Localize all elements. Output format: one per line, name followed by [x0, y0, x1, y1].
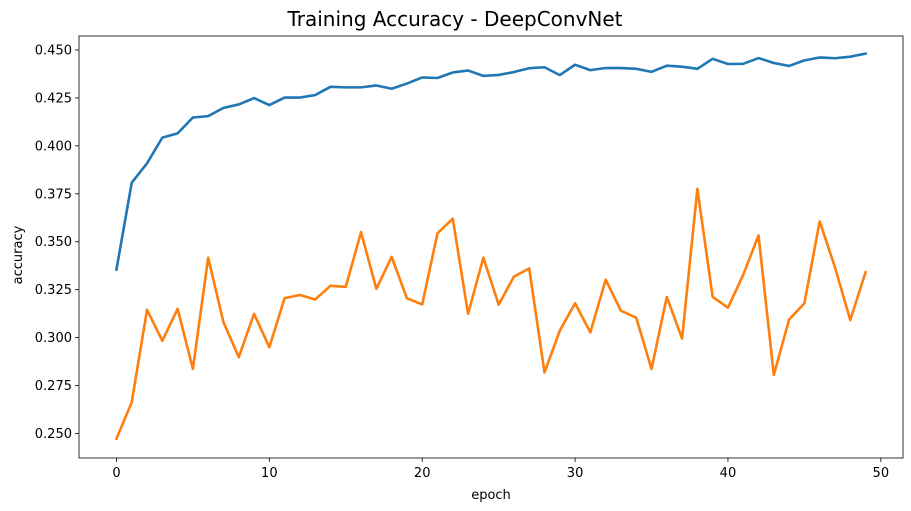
x-axis-label: epoch	[471, 488, 511, 503]
y-tick-label: 0.275	[35, 379, 72, 394]
x-tick-label: 30	[567, 466, 584, 481]
plot-frame	[78, 35, 904, 459]
y-tick-label: 0.300	[35, 331, 72, 346]
x-tick-label: 50	[873, 466, 890, 481]
series-layer	[114, 52, 868, 441]
y-tick-label: 0.325	[35, 283, 72, 298]
y-tick-label: 0.375	[35, 187, 72, 202]
x-tick-label: 20	[414, 466, 431, 481]
y-tick-label: 0.450	[35, 43, 72, 58]
series-line-2	[114, 187, 868, 441]
y-tick-label: 0.250	[35, 427, 72, 442]
y-axis-label: accuracy	[11, 225, 26, 284]
chart-title: Training Accuracy - DeepConvNet	[286, 7, 622, 31]
y-tick-label: 0.400	[35, 139, 72, 154]
y-axis: 0.250 0.275 0.300 0.325 0.350 0.375 0.400 0.425…	[35, 43, 79, 442]
x-tick-label: 10	[261, 466, 278, 481]
x-tick-label: 40	[720, 466, 737, 481]
series-line-1	[114, 52, 868, 272]
y-tick-label: 0.350	[35, 235, 72, 250]
x-tick-label: 0	[112, 466, 120, 481]
y-tick-label: 0.425	[35, 91, 72, 106]
x-axis: 0 10 20 30 40 50	[112, 458, 889, 481]
plot-area	[78, 35, 904, 459]
